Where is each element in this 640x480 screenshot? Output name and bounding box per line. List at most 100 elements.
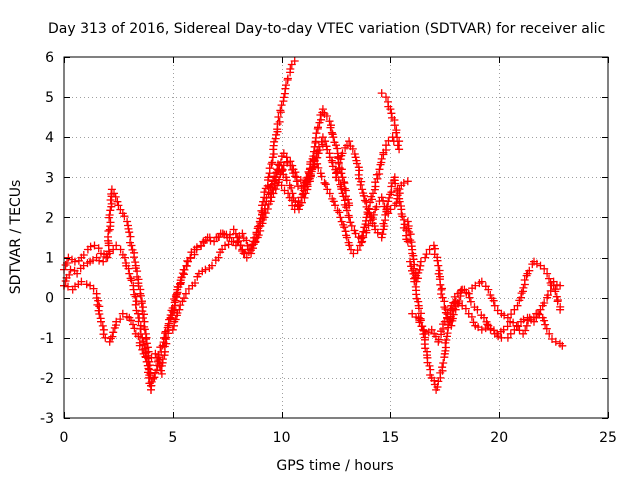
y-tick-label: 2 xyxy=(45,210,54,226)
data-point-marker xyxy=(443,310,452,319)
data-point-marker xyxy=(340,223,349,232)
data-point-marker xyxy=(343,206,351,215)
data-point-marker xyxy=(359,227,368,236)
data-point-marker xyxy=(466,297,475,306)
data-point-marker xyxy=(437,290,446,298)
y-tick-label: 3 xyxy=(45,170,54,186)
data-point-marker xyxy=(390,121,399,130)
data-point-marker xyxy=(415,304,423,313)
data-point-marker xyxy=(337,185,346,194)
data-point-marker xyxy=(422,250,431,259)
data-point-marker xyxy=(65,270,74,279)
data-point-marker xyxy=(191,279,199,287)
data-point-marker xyxy=(140,340,149,349)
data-point-marker xyxy=(116,245,125,254)
data-point-marker xyxy=(89,284,98,293)
data-point-marker xyxy=(130,290,139,299)
data-point-marker xyxy=(345,241,354,250)
x-tick-label: 10 xyxy=(273,430,291,446)
data-point-marker xyxy=(61,261,70,269)
data-point-marker xyxy=(277,101,286,110)
data-point-marker xyxy=(369,189,377,198)
data-point-marker xyxy=(465,293,474,302)
data-point-marker xyxy=(313,146,322,155)
data-point-marker xyxy=(519,315,528,324)
data-point-marker xyxy=(254,231,263,240)
data-point-marker xyxy=(333,206,342,215)
data-point-marker xyxy=(126,274,135,283)
data-point-marker xyxy=(399,179,408,187)
data-point-marker xyxy=(93,300,102,309)
data-point-marker xyxy=(120,253,129,262)
data-point-marker xyxy=(377,154,386,163)
data-point-marker xyxy=(290,205,299,214)
data-point-marker xyxy=(150,373,159,382)
data-point-marker xyxy=(415,265,424,274)
data-point-marker xyxy=(247,249,256,258)
data-point-marker xyxy=(135,341,144,350)
data-point-marker xyxy=(467,312,476,321)
data-point-marker xyxy=(440,303,449,312)
data-point-marker xyxy=(416,257,425,266)
data-point-marker xyxy=(442,336,451,344)
data-point-marker xyxy=(335,164,344,173)
data-point-marker xyxy=(66,265,75,274)
data-point-marker xyxy=(99,257,108,266)
data-point-marker xyxy=(503,322,512,331)
data-point-marker xyxy=(462,288,471,297)
data-point-marker xyxy=(393,141,402,150)
data-point-marker xyxy=(102,252,111,261)
data-point-marker xyxy=(542,324,551,333)
y-axis-label: SDTVAR / TECUs xyxy=(8,180,24,295)
data-point-marker xyxy=(302,176,311,185)
x-tick-label: 5 xyxy=(168,430,177,446)
data-point-marker xyxy=(116,315,125,324)
data-point-marker xyxy=(386,105,395,114)
data-point-marker xyxy=(168,325,177,334)
y-tick-label: -1 xyxy=(40,331,54,347)
data-point-marker xyxy=(395,197,404,206)
data-point-marker xyxy=(333,167,342,176)
data-point-marker xyxy=(454,299,463,308)
data-point-marker xyxy=(406,257,414,266)
data-point-marker xyxy=(112,241,121,250)
data-point-marker xyxy=(118,309,127,318)
data-point-marker xyxy=(182,262,191,271)
y-tick-label: 4 xyxy=(45,130,54,146)
data-point-marker xyxy=(342,233,351,242)
data-point-marker xyxy=(421,329,430,338)
data-point-marker xyxy=(175,305,184,314)
data-point-marker xyxy=(144,368,152,377)
data-point-marker xyxy=(358,185,367,194)
data-point-marker xyxy=(206,236,215,245)
data-point-marker xyxy=(303,173,312,182)
data-point-marker xyxy=(296,176,305,184)
data-point-marker xyxy=(298,190,307,199)
data-point-marker xyxy=(201,265,210,274)
data-point-marker xyxy=(73,269,82,278)
plot-area-frame xyxy=(63,56,609,419)
data-point-marker xyxy=(147,381,155,390)
data-point-marker xyxy=(317,137,326,146)
data-point-marker xyxy=(130,253,138,262)
data-point-marker xyxy=(226,230,235,239)
data-point-marker xyxy=(522,271,531,280)
data-point-marker xyxy=(157,369,166,378)
data-point-marker xyxy=(108,332,117,341)
data-point-marker xyxy=(441,308,450,317)
y-tick-label: 5 xyxy=(45,90,54,106)
data-point-marker xyxy=(277,167,286,176)
data-point-marker xyxy=(433,256,442,265)
data-point-marker xyxy=(477,277,486,286)
data-point-marker xyxy=(329,133,338,142)
data-point-marker xyxy=(95,302,104,311)
data-point-marker xyxy=(327,156,336,165)
data-point-marker xyxy=(346,218,355,227)
data-point-marker xyxy=(86,242,95,251)
data-point-marker xyxy=(439,359,448,367)
data-point-marker xyxy=(384,197,393,206)
data-point-marker xyxy=(105,249,114,258)
data-point-marker xyxy=(136,291,145,300)
data-point-marker xyxy=(272,173,280,182)
